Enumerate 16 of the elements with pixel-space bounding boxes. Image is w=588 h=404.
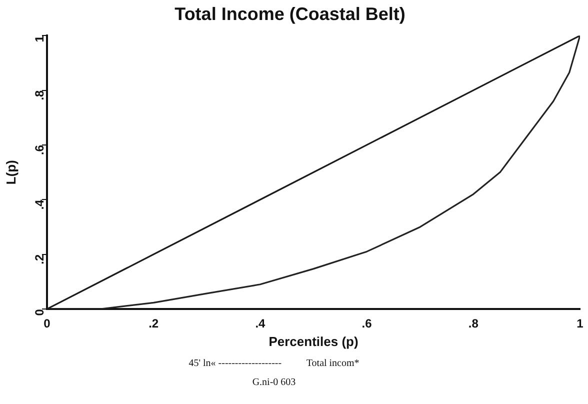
y-tick-label: .8	[32, 90, 46, 100]
text: 45' ln« ------------------- Total incom*	[188, 358, 360, 369]
x-tick-label: 1	[576, 316, 584, 331]
chart-title: Total Income (Coastal Belt)	[174, 4, 406, 24]
x-tick-label: .4	[255, 316, 266, 331]
y-tick-label: 1	[32, 35, 46, 42]
y-axis-title: L(p)	[3, 160, 18, 185]
text: G.ni-0 603	[251, 377, 297, 388]
y-tick-label: 0	[32, 308, 46, 316]
y-tick-label: .2	[32, 254, 46, 264]
x-tick-label: .2	[148, 316, 159, 331]
y-tick-label: .4	[32, 199, 46, 210]
x-tick-label: .8	[468, 316, 479, 331]
y-tick-label: .6	[32, 144, 46, 155]
x-tick-label: .6	[362, 316, 372, 331]
x-axis-title: Percentiles (p)	[268, 334, 358, 349]
